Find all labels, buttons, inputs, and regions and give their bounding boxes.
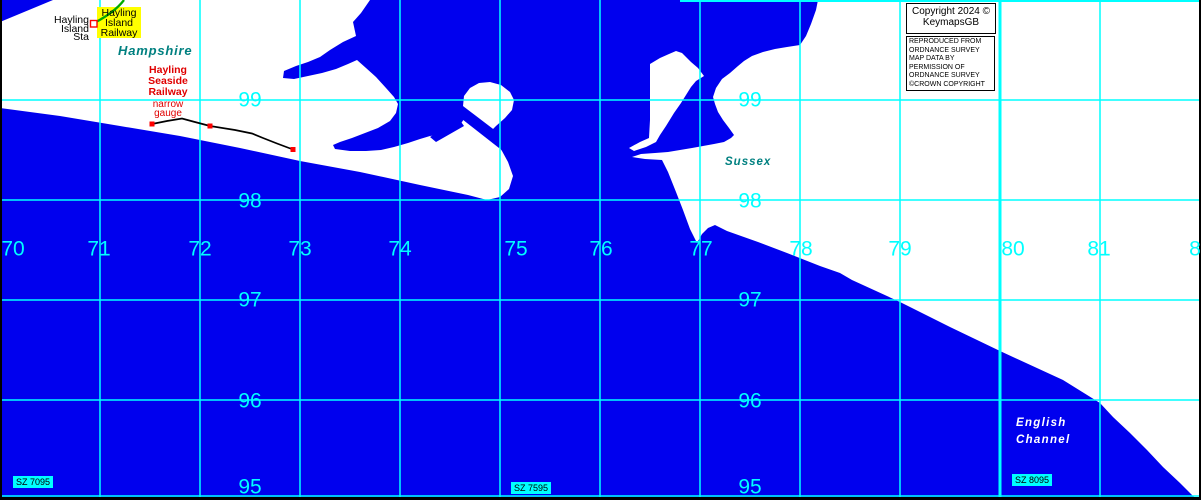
station-marker-icon	[89, 19, 98, 28]
land-sussex	[632, 0, 1201, 500]
sea-wedge-topleft	[0, 0, 53, 22]
railway-label-highlight	[97, 7, 141, 38]
hayling-island-railway-line	[95, 0, 125, 24]
map-border-right	[1199, 0, 1201, 500]
map-border-left	[0, 0, 2, 500]
sea-slit-west	[430, 119, 464, 142]
land-harbour-island	[629, 51, 704, 151]
railway-stop-marker	[149, 121, 155, 127]
sea-slit-harbour-entrance	[453, 103, 505, 148]
railway-stop-marker	[290, 147, 296, 152]
railway-stop-marker	[207, 123, 213, 129]
map-border-bottom	[0, 497, 1201, 500]
seaside-railway-line	[151, 117, 294, 151]
